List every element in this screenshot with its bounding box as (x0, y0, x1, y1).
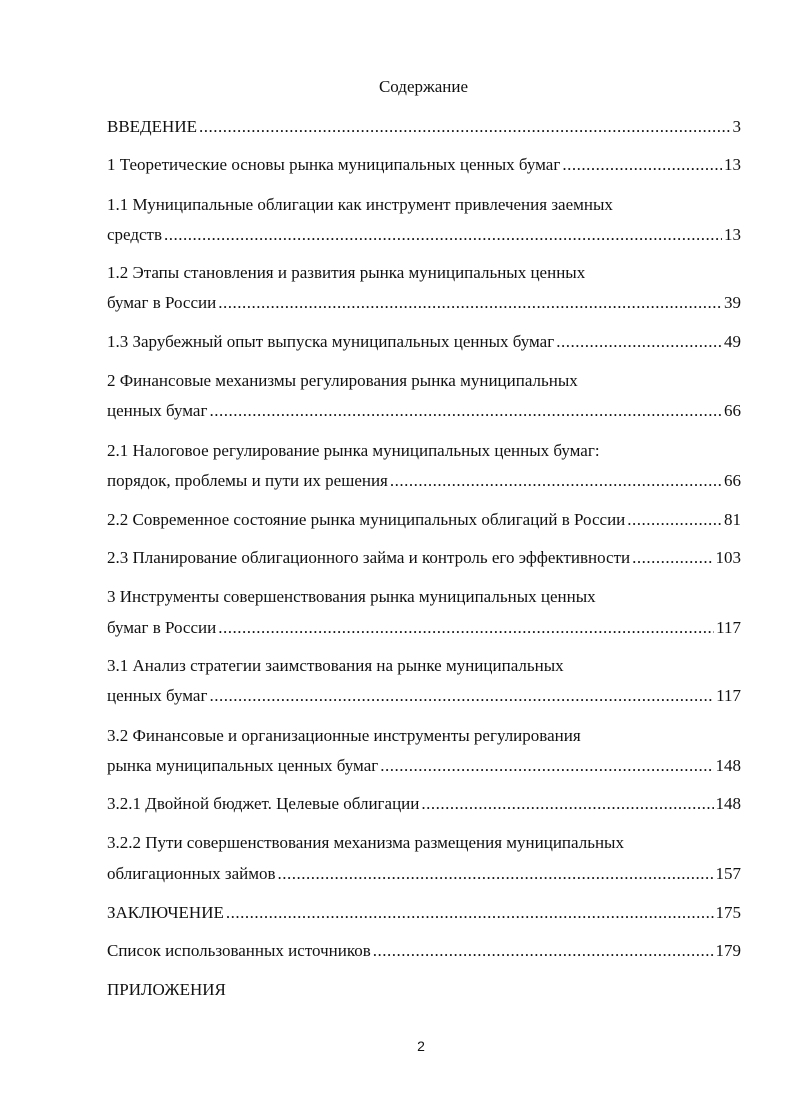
toc-page-number: 13 (724, 155, 741, 174)
toc-entry-text: 3 Инструменты совершенствования рынка му… (107, 587, 596, 606)
toc-page-number: 157 (715, 864, 742, 883)
dot-leader (556, 331, 722, 353)
toc-entry-text: рынка муниципальных ценных бумаг (107, 756, 379, 775)
dot-leader (562, 154, 722, 176)
toc-entry-text: 1.3 Зарубежный опыт выпуска муниципальны… (107, 332, 555, 351)
toc-entry-text: ПРИЛОЖЕНИЯ (107, 980, 226, 999)
toc-entry: бумаг в России 117 (107, 617, 741, 639)
toc-entry: 1 Теоретические основы рынка муниципальн… (107, 154, 741, 176)
page-number: 2 (417, 1038, 425, 1054)
dot-leader (627, 509, 722, 531)
dot-leader (226, 902, 714, 924)
toc-entry: рынка муниципальных ценных бумаг 148 (107, 755, 741, 777)
toc-entry: ценных бумаг 117 (107, 685, 741, 707)
dot-leader (199, 116, 731, 138)
toc-entry-text: 3.2.1 Двойной бюджет. Целевые облигации (107, 794, 420, 813)
toc-entry: ЗАКЛЮЧЕНИЕ 175 (107, 902, 741, 924)
toc-page-number: 13 (724, 225, 741, 244)
toc-entry-text: 2.1 Налоговое регулирование рынка муници… (107, 441, 600, 460)
dot-leader (218, 617, 714, 639)
dot-leader (278, 863, 714, 885)
dot-leader (390, 470, 722, 492)
toc-entry-text: облигационных займов (107, 864, 276, 883)
toc-entry: облигационных займов 157 (107, 863, 741, 885)
toc-entry-text: бумаг в России (107, 618, 217, 637)
toc-entry-text: порядок, проблемы и пути их решения (107, 471, 388, 490)
toc-entry-text: 3.1 Анализ стратегии заимствования на ры… (107, 656, 564, 675)
dot-leader (164, 224, 722, 246)
toc-entry-text: бумаг в России (107, 293, 217, 312)
toc-page-number: 117 (716, 686, 741, 705)
toc-page-number: 175 (715, 903, 742, 922)
toc-entry-text: 2 Финансовые механизмы регулирования рын… (107, 371, 578, 390)
toc-entry-text: 1.1 Муниципальные облигации как инструме… (107, 195, 613, 214)
toc-page-number: 49 (724, 332, 741, 351)
dot-leader (209, 400, 722, 422)
dot-leader (373, 940, 714, 962)
toc-entry-text: Список использованных источников (107, 941, 371, 960)
toc-entry-text: 3.2 Финансовые и организационные инструм… (107, 726, 581, 745)
dot-leader (421, 793, 713, 815)
toc-entry-text: 1.2 Этапы становления и развития рынка м… (107, 263, 586, 282)
toc-page-number: 148 (715, 794, 742, 813)
toc-entry-text: 2.2 Современное состояние рынка муниципа… (107, 510, 626, 529)
toc-entry-text: ценных бумаг (107, 686, 208, 705)
toc-entry-text: 1 Теоретические основы рынка муниципальн… (107, 155, 561, 174)
toc-entry: 2.3 Планирование облигационного займа и … (107, 547, 741, 569)
dot-leader (380, 755, 713, 777)
toc-page-number: 39 (724, 293, 741, 312)
toc-entry: средств 13 (107, 224, 741, 246)
toc-page-number: 103 (715, 548, 742, 567)
dot-leader (209, 685, 714, 707)
toc-entry: ВВЕДЕНИЕ 3 (107, 116, 741, 138)
toc-entry: Список использованных источников 179 (107, 940, 741, 962)
toc-page-number: 117 (716, 618, 741, 637)
toc-entry-text: ВВЕДЕНИЕ (107, 117, 197, 136)
toc-entry-text: 2.3 Планирование облигационного займа и … (107, 548, 631, 567)
toc-page-number: 148 (715, 756, 742, 775)
toc-entry-text: ценных бумаг (107, 401, 208, 420)
toc-entry-text: ЗАКЛЮЧЕНИЕ (107, 903, 224, 922)
toc-page-number: 3 (732, 117, 742, 136)
toc-entry-text: средств (107, 225, 163, 244)
toc-entry-text: 3.2.2 Пути совершенствования механизма р… (107, 833, 624, 852)
toc-entry: 3.2.1 Двойной бюджет. Целевые облигации 1… (107, 793, 741, 815)
toc-page-number: 66 (724, 471, 741, 490)
dot-leader (218, 292, 722, 314)
toc-entry: порядок, проблемы и пути их решения 66 (107, 470, 741, 492)
toc-entry: бумаг в России 39 (107, 292, 741, 314)
toc-page-number: 81 (724, 510, 741, 529)
toc-page-number: 66 (724, 401, 741, 420)
page-title: Содержание (378, 77, 469, 96)
toc-entry: 1.3 Зарубежный опыт выпуска муниципальны… (107, 331, 741, 353)
dot-leader (632, 547, 713, 569)
toc-entry: ценных бумаг 66 (107, 400, 741, 422)
toc-page-number: 179 (715, 941, 742, 960)
toc-entry: 2.2 Современное состояние рынка муниципа… (107, 509, 741, 531)
